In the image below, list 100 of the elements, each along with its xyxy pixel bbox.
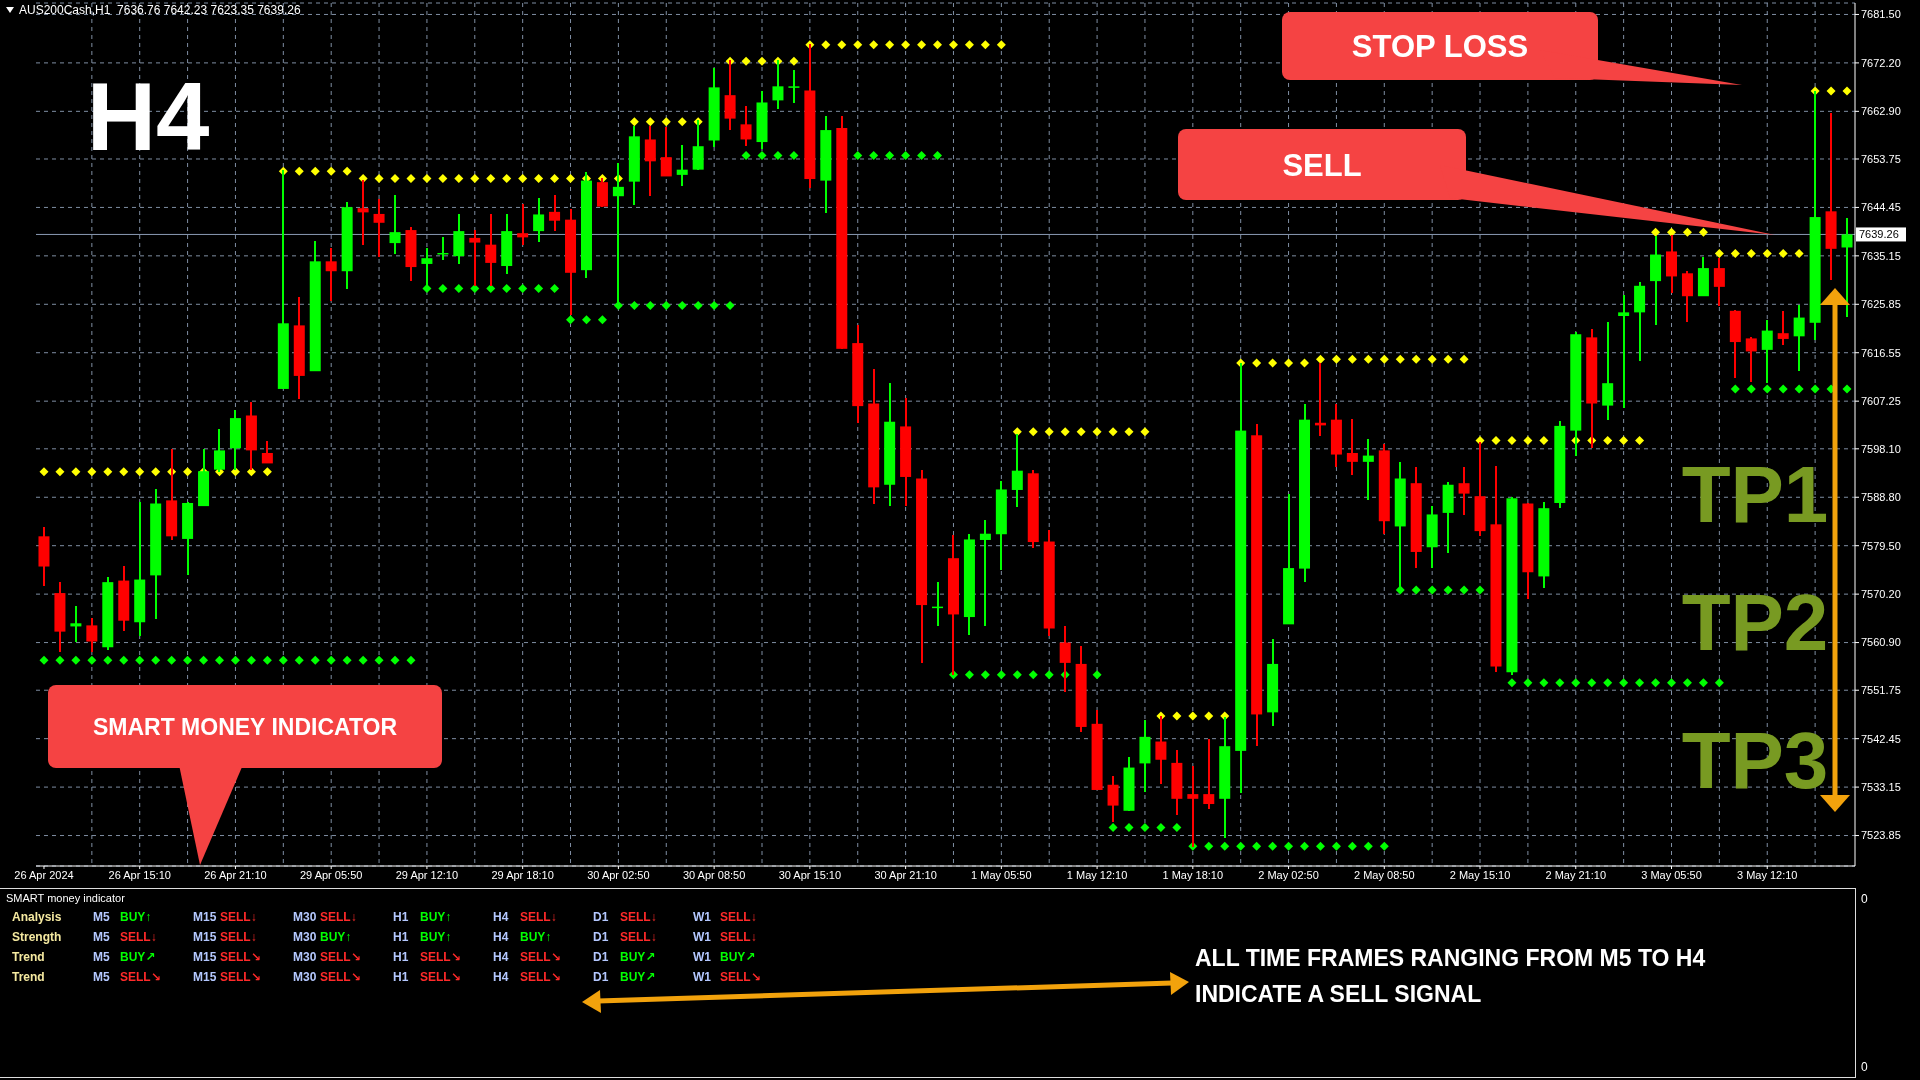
text: H1 xyxy=(393,910,409,924)
candlestick xyxy=(1618,293,1630,410)
y-tick-label: 7598.10 xyxy=(1861,442,1901,455)
ref-line-label: 7639.26 xyxy=(1859,228,1899,241)
text: SELL↘ xyxy=(420,950,461,964)
y-tick-label: 7542.45 xyxy=(1861,732,1901,745)
text: Trend xyxy=(12,970,45,984)
text: SELL↓ xyxy=(720,910,757,924)
candlestick xyxy=(70,604,82,643)
y-tick-label: 7662.90 xyxy=(1861,105,1901,118)
candlestick xyxy=(1681,270,1693,324)
candlestick xyxy=(549,194,561,233)
y-tick-label: 7672.20 xyxy=(1861,56,1901,69)
text: SELL↘ xyxy=(520,950,561,964)
candlestick xyxy=(1602,321,1614,421)
text: M5 xyxy=(93,950,110,964)
candlestick xyxy=(389,194,401,255)
candlestick xyxy=(660,126,672,178)
text: BUY↑ xyxy=(120,910,152,924)
x-tick-label: 26 Apr 2024 xyxy=(14,868,74,881)
text: H1 xyxy=(393,950,409,964)
text: SELL↓ xyxy=(220,910,257,924)
text: ALL TIME FRAMES RANGING FROM M5 TO H4 INDICATE A SELL SIGNAL xyxy=(1195,944,1707,1009)
text: SELL↓ xyxy=(620,910,657,924)
y-tick-label: 7653.75 xyxy=(1861,152,1901,165)
text: SELL↓ xyxy=(220,930,257,944)
y-tick-label: 7635.15 xyxy=(1861,249,1901,262)
text: D1 xyxy=(593,910,609,924)
candlestick xyxy=(325,246,337,303)
text: H4 xyxy=(493,930,509,944)
text: SELL↓ xyxy=(120,930,157,944)
text: M5 xyxy=(93,970,110,984)
text: SELL↓ xyxy=(720,930,757,944)
y-tick-label: 7616.55 xyxy=(1861,346,1901,359)
x-tick-label: 26 Apr 21:10 xyxy=(204,868,267,881)
text: D1 xyxy=(593,930,609,944)
text: M5 xyxy=(93,930,110,944)
candlestick xyxy=(1458,465,1470,516)
candlestick xyxy=(1203,738,1215,811)
y-tick-label: 7607.25 xyxy=(1861,395,1901,408)
candlestick xyxy=(724,59,736,131)
text: W1 xyxy=(693,910,711,924)
candlestick xyxy=(86,617,98,654)
candlestick xyxy=(1793,303,1805,372)
text: BUY↗ xyxy=(720,950,756,964)
text: SELL↘ xyxy=(420,970,461,984)
y-tick-label: 7570.20 xyxy=(1861,588,1901,601)
candlestick xyxy=(533,196,545,244)
candlestick xyxy=(788,69,800,104)
x-tick-label: 1 May 18:10 xyxy=(1162,868,1224,881)
annotation: TP3 xyxy=(1681,716,1829,805)
y-tick-label: 7588.80 xyxy=(1861,491,1901,504)
annotation: H4 xyxy=(86,63,210,170)
text: M30 xyxy=(293,950,317,964)
x-tick-label: 3 May 12:10 xyxy=(1736,868,1798,881)
x-tick-label: 30 Apr 15:10 xyxy=(778,868,842,881)
text: H4 xyxy=(493,970,509,984)
annotation: TP1 xyxy=(1681,450,1829,539)
text: W1 xyxy=(693,930,711,944)
x-tick-label: 30 Apr 08:50 xyxy=(682,868,746,881)
text: M5 xyxy=(93,910,110,924)
candlestick xyxy=(772,59,784,110)
text: BUY↑ xyxy=(420,910,452,924)
candlestick xyxy=(1745,336,1757,383)
text: SELL↓ xyxy=(620,930,657,944)
x-tick-label: 29 Apr 12:10 xyxy=(395,868,459,881)
x-tick-label: 26 Apr 15:10 xyxy=(108,868,171,881)
x-tick-label: 29 Apr 18:10 xyxy=(491,868,554,881)
text: H4 xyxy=(493,910,509,924)
text: H4 xyxy=(493,950,509,964)
candlestick xyxy=(740,105,752,147)
text: M30 xyxy=(293,910,317,924)
text: M15 xyxy=(193,950,217,964)
text: 0 xyxy=(1861,1060,1868,1074)
chart-title: AUS200Cash,H1 7636.76 7642.23 7623.35 7639.26 xyxy=(19,3,301,17)
text: Analysis xyxy=(12,910,62,924)
text: BUY↗ xyxy=(620,950,656,964)
text: SELL↘ xyxy=(320,950,361,964)
x-tick-label: 3 May 05:50 xyxy=(1641,868,1702,881)
y-tick-label: 7533.15 xyxy=(1861,781,1901,793)
text: D1 xyxy=(593,950,609,964)
candlestick xyxy=(1841,216,1853,319)
text: H1 xyxy=(393,930,409,944)
text: M15 xyxy=(193,910,217,924)
y-tick-label: 7551.75 xyxy=(1861,684,1901,697)
x-tick-label: 1 May 05:50 xyxy=(971,868,1032,881)
annotation: TP2 xyxy=(1681,578,1829,667)
candlestick xyxy=(1777,310,1789,346)
y-tick-label: 7644.45 xyxy=(1861,201,1901,214)
x-tick-label: 2 May 21:10 xyxy=(1545,868,1607,881)
text: M30 xyxy=(293,930,317,944)
text: SELL↘ xyxy=(220,950,261,964)
text: SELL↓ xyxy=(320,910,357,924)
text: 0 xyxy=(1861,892,1868,906)
text: H1 xyxy=(393,970,409,984)
x-tick-label: 1 May 12:10 xyxy=(1066,868,1128,881)
candlestick xyxy=(214,427,225,474)
y-tick-label: 7681.50 xyxy=(1861,8,1901,21)
x-tick-label: 29 Apr 05:50 xyxy=(299,868,363,881)
y-tick-label: 7560.90 xyxy=(1861,636,1901,649)
